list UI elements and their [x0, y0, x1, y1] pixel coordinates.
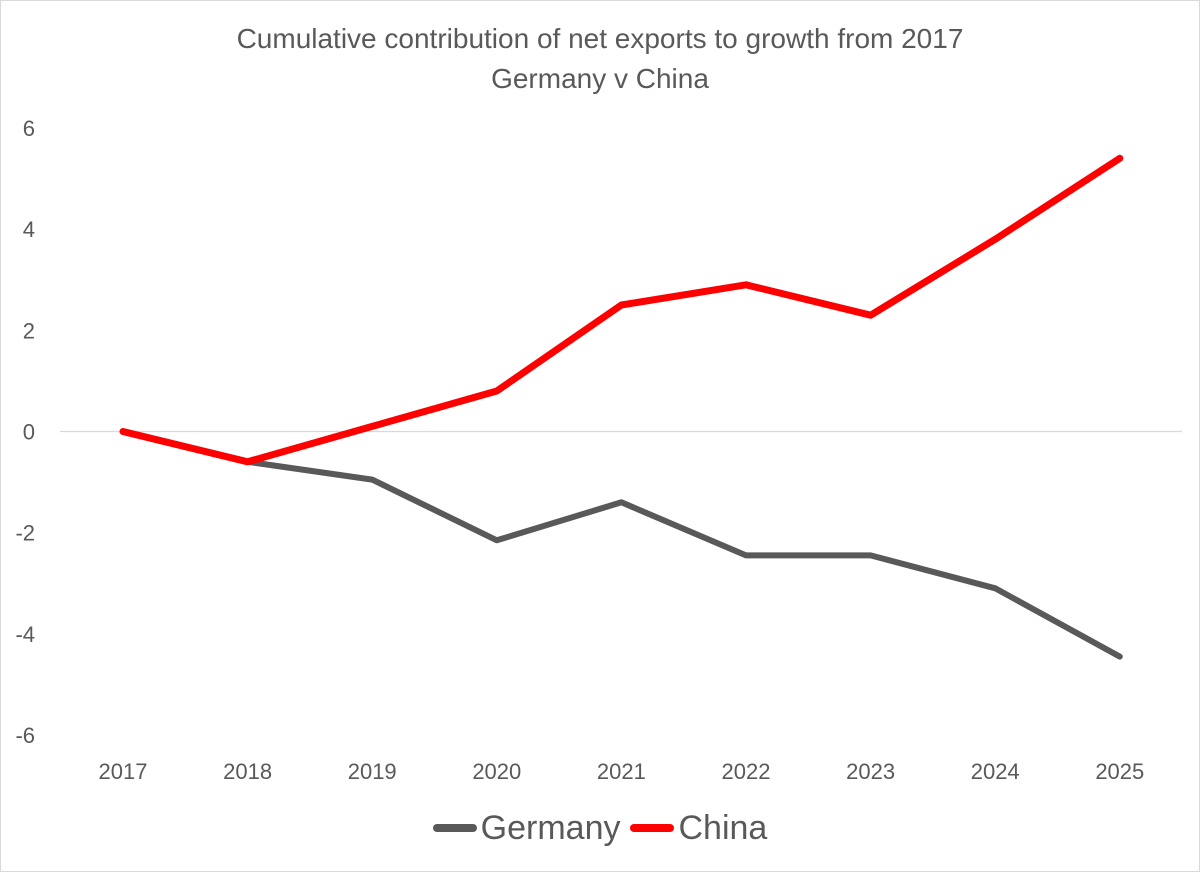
y-tick-label: -6 — [15, 723, 35, 748]
legend: Germany China — [0, 806, 1200, 850]
x-tick-label: 2025 — [1095, 759, 1144, 784]
y-tick-label: 0 — [23, 420, 35, 445]
chart-subtitle: Germany v China — [491, 63, 709, 94]
chart-title: Cumulative contribution of net exports t… — [236, 23, 964, 54]
x-tick-label: 2017 — [99, 759, 148, 784]
x-tick-label: 2020 — [472, 759, 521, 784]
y-tick-label: 6 — [23, 116, 35, 141]
legend-item-china[interactable]: China — [630, 806, 767, 850]
legend-item-germany[interactable]: Germany — [432, 806, 621, 850]
y-tick-label: 2 — [23, 318, 35, 343]
series-line-germany — [120, 428, 1123, 660]
x-tick-label: 2023 — [846, 759, 895, 784]
y-tick-label: -4 — [15, 622, 35, 647]
x-tick-label: 2024 — [971, 759, 1020, 784]
legend-swatch-china — [630, 824, 675, 832]
x-tick-label: 2019 — [348, 759, 397, 784]
series-line-china — [119, 154, 1124, 466]
x-tick-label: 2021 — [597, 759, 646, 784]
x-tick-label: 2018 — [223, 759, 272, 784]
y-tick-label: -2 — [15, 521, 35, 546]
y-tick-label: 4 — [23, 217, 35, 242]
x-tick-label: 2022 — [722, 759, 771, 784]
legend-swatch-germany — [432, 824, 477, 832]
legend-label-germany: Germany — [480, 809, 621, 847]
legend-label-china: China — [678, 809, 768, 847]
